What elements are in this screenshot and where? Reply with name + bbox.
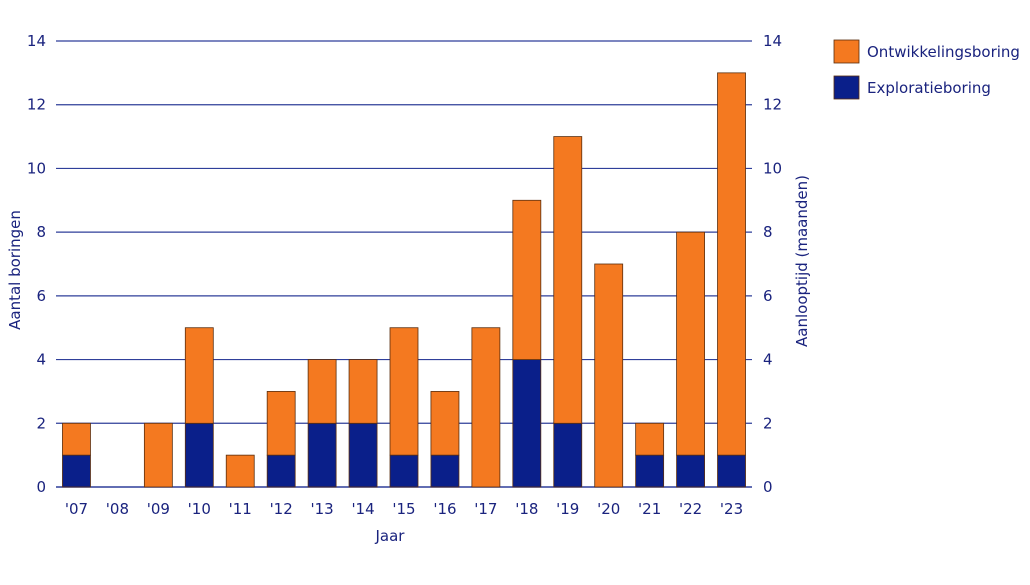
left-y-tick-label: 4 [36,351,46,369]
bar-ontwikkelingsboring [717,72,746,456]
bar-ontwikkelingsboring [307,359,337,424]
bar-ontwikkelingsboring [676,231,705,456]
bar-exploratieboring [389,454,419,488]
x-tick-label: '18 [515,500,538,518]
x-tick-label: '19 [556,500,579,518]
x-tick-label: '15 [392,500,415,518]
bar-exploratieboring [553,422,583,488]
right-y-tick-label: 6 [763,287,773,305]
bar-ontwikkelingsboring [430,391,460,456]
legend-swatch [833,39,860,64]
right-y-tick-label: 14 [763,32,782,50]
right-y-axis-ticks: 0 2 4 6 8 10 12 14 [763,32,782,496]
bar-exploratieboring [266,454,296,488]
x-axis-title: Jaar [375,527,406,545]
right-y-tick-label: 12 [763,96,782,114]
left-y-tick-label: 8 [36,223,46,241]
bar-ontwikkelingsboring [389,327,419,456]
bar-exploratieboring [430,454,460,488]
bar-ontwikkelingsboring [471,327,501,488]
bar-exploratieboring [512,359,542,488]
x-tick-label: '11 [229,500,252,518]
x-tick-label: '21 [638,500,661,518]
left-y-tick-label: 2 [36,414,46,432]
bar-exploratieboring [62,454,91,488]
left-y-tick-label: 6 [36,287,46,305]
bar-ontwikkelingsboring [143,422,173,488]
bar-exploratieboring [635,454,665,488]
legend: Ontwikkelingsboring Exploratieboring [833,39,1020,100]
x-axis-ticks: '07 '08 '09 '10 '11 '12 '13 '14 '15 '16 '17 '18 '19 '… [65,500,743,518]
legend-label: Exploratieboring [867,79,991,97]
x-tick-label: '23 [720,500,743,518]
x-tick-label: '10 [188,500,211,518]
x-tick-label: '07 [65,500,88,518]
bar-ontwikkelingsboring [266,391,296,456]
bar-exploratieboring [184,422,214,488]
bars [62,72,746,488]
right-y-axis-title: Aanlooptijd (maanden) [793,175,811,347]
legend-swatch [833,75,860,100]
x-tick-label: '08 [106,500,129,518]
bar-exploratieboring [307,422,337,488]
x-tick-label: '14 [351,500,374,518]
bar-ontwikkelingsboring [62,422,91,456]
left-y-axis-ticks: 0 2 4 6 8 10 12 14 [27,32,46,496]
bar-exploratieboring [717,454,746,488]
x-tick-label: '20 [597,500,620,518]
x-tick-label: '09 [147,500,170,518]
right-y-tick-label: 4 [763,351,773,369]
x-tick-label: '22 [679,500,702,518]
bar-ontwikkelingsboring [512,199,542,360]
left-y-tick-label: 12 [27,96,46,114]
bar-ontwikkelingsboring [594,263,624,488]
bar-ontwikkelingsboring [184,327,214,424]
right-y-tick-label: 2 [763,414,773,432]
left-y-axis-title: Aantal boringen [6,210,24,330]
bar-ontwikkelingsboring [225,454,255,488]
left-y-tick-label: 10 [27,159,46,177]
right-y-tick-label: 10 [763,159,782,177]
bar-ontwikkelingsboring [553,136,583,424]
left-y-tick-label: 14 [27,32,46,50]
bar-ontwikkelingsboring [348,359,378,424]
bar-exploratieboring [676,454,705,488]
bar-exploratieboring [348,422,378,488]
x-tick-label: '17 [474,500,497,518]
bar-ontwikkelingsboring [635,422,665,456]
legend-label: Ontwikkelingsboring [867,43,1020,61]
x-tick-label: '12 [270,500,293,518]
right-y-tick-label: 8 [763,223,773,241]
x-tick-label: '16 [433,500,456,518]
right-y-tick-label: 0 [763,478,773,496]
left-y-tick-label: 0 [36,478,46,496]
x-tick-label: '13 [311,500,334,518]
